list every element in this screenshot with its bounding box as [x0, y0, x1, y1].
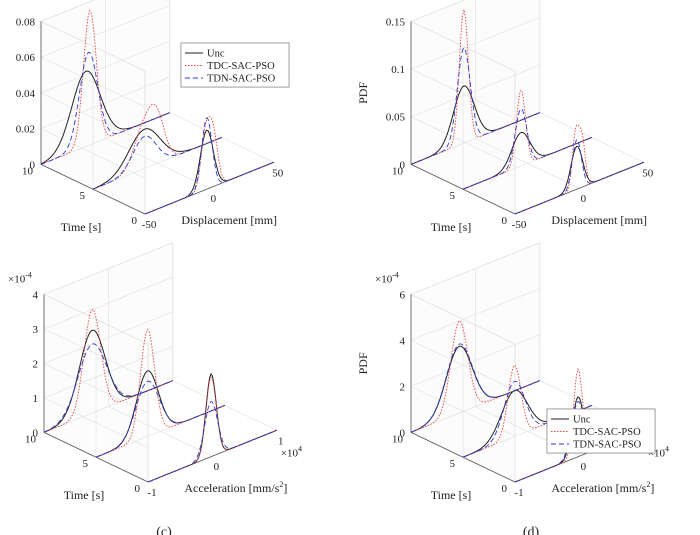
- x-tick-label: 0: [581, 193, 587, 205]
- series-tdc-sac-pso-curve-t0: [514, 124, 644, 215]
- z-tick-label: 0.04: [16, 88, 36, 100]
- z-axis-label: PDF: [356, 352, 370, 374]
- series-unc-curve-t0: [147, 372, 277, 483]
- y-tick-label: 10: [392, 433, 404, 445]
- legend-label: Unc: [207, 49, 225, 60]
- x-axis-label: Acceleration [mm/s2]: [184, 480, 287, 495]
- series-tdc-sac-pso-curve-t5: [92, 103, 222, 190]
- x-gridline: [539, 242, 644, 431]
- x-exponent: ×104: [281, 444, 302, 459]
- legend-label: TDN-SAC-PSO: [573, 440, 642, 451]
- x-tick-label: 1: [278, 435, 284, 447]
- y-tick-label: 0: [502, 483, 508, 495]
- x-axis-label: Displacement [mm]: [551, 213, 647, 227]
- z-tick-label: 0: [33, 427, 39, 439]
- z-exponent-power: -4: [25, 270, 32, 279]
- x-tick-label: 0: [214, 461, 220, 473]
- x-axis-label: Displacement [mm]: [181, 213, 277, 227]
- z-tick-label: 3: [33, 324, 39, 336]
- y-axis-label: Time [s]: [64, 488, 105, 502]
- series-tdc-sac-pso-curve-t5: [462, 364, 592, 458]
- z-exponent-power: -4: [392, 270, 399, 279]
- y-tick-label: 5: [450, 190, 456, 202]
- legend-label: TDC-SAC-PSO: [207, 61, 275, 72]
- series-tdn-sac-pso-curve-t5: [95, 380, 225, 458]
- x-tick-label: -1: [514, 487, 523, 499]
- series-unc-curve-t10: [40, 70, 170, 165]
- z-tick-label: 6: [400, 289, 406, 301]
- series-tdc-sac-pso-curve-t0: [144, 115, 274, 215]
- x-tick-label: 50: [642, 167, 654, 179]
- x-tick-label: -1: [147, 487, 156, 499]
- series-tdn-sac-pso-curve-t10: [410, 343, 540, 433]
- y-tick-label: 0: [135, 483, 141, 495]
- x-tick-label: 50: [272, 167, 284, 179]
- series-tdc-sac-pso-curve-t10: [410, 320, 540, 433]
- x-axis-label-end: ]: [650, 481, 654, 495]
- z-tick-label: 0.1: [391, 64, 405, 76]
- x-axis-label-superscript: 2: [646, 480, 650, 489]
- z-tick-label: 0.15: [386, 16, 406, 28]
- x-axis-label-superscript: 2: [279, 480, 283, 489]
- z-tick-label: 4: [33, 289, 39, 301]
- z-tick-label: 0.02: [16, 124, 35, 136]
- z-axis-label: PDF: [0, 352, 3, 374]
- z-tick-label: 2: [400, 381, 406, 393]
- x-exponent-power: 4: [665, 444, 669, 453]
- z-tick-label: 4: [400, 335, 406, 347]
- z-tick-label: 0: [400, 427, 406, 439]
- y-axis-label: Time [s]: [431, 488, 472, 502]
- y-tick-label: 5: [83, 458, 89, 470]
- z-tick-label: 0.08: [16, 16, 36, 28]
- panel-label: (d): [523, 525, 540, 535]
- y-tick-label: 5: [450, 458, 456, 470]
- x-tick-label: 0: [581, 461, 587, 473]
- x-tick-label: -50: [512, 219, 527, 231]
- series-tdc-sac-pso-curve-t10: [410, 9, 540, 165]
- series-tdc-sac-pso-curve-t0: [147, 376, 277, 483]
- legend-label: Unc: [573, 415, 591, 426]
- y-tick-label: 0: [132, 215, 138, 227]
- series-unc-curve-t10: [410, 85, 540, 165]
- x-tick-label: 0: [211, 193, 217, 205]
- y-tick-label: 10: [392, 165, 404, 177]
- legend-label: TDN-SAC-PSO: [207, 74, 276, 85]
- x-axis-label: Acceleration [mm/s2]: [551, 480, 654, 495]
- panel-label: (c): [156, 525, 172, 535]
- legend-box: [546, 408, 656, 454]
- x-axis-label-end: ]: [283, 481, 287, 495]
- series-tdn-sac-pso-curve-t10: [40, 52, 170, 165]
- legend-label: TDC-SAC-PSO: [573, 427, 641, 438]
- z-tick-label: 0.05: [386, 112, 406, 124]
- x-tick-label: -50: [142, 219, 157, 231]
- y-tick-label: 10: [25, 433, 37, 445]
- y-axis-label: Time [s]: [61, 220, 102, 234]
- series-tdn-sac-pso-curve-t0: [144, 117, 274, 215]
- y-tick-label: 10: [22, 165, 34, 177]
- series-tdn-sac-pso-curve-t10: [43, 343, 173, 433]
- y-tick-label: 0: [502, 215, 508, 227]
- z-tick-label: 0: [400, 159, 406, 171]
- z-tick-label: 0.06: [16, 52, 36, 64]
- z-tick-label: 2: [33, 358, 39, 370]
- series-tdc-sac-pso-curve-t5: [462, 89, 592, 190]
- y-axis-label: Time [s]: [431, 220, 472, 234]
- z-axis-label: PDF: [356, 82, 370, 104]
- z-exponent: ×10-4: [375, 270, 399, 285]
- series-tdn-sac-pso-curve-t0: [514, 139, 644, 215]
- x-gridline: [172, 242, 277, 431]
- z-exponent: ×10-4: [8, 270, 32, 285]
- series-tdc-sac-pso-curve-t0: [514, 368, 644, 483]
- x-exponent-power: 4: [298, 444, 302, 453]
- series-tdn-sac-pso-curve-t0: [147, 400, 277, 483]
- y-tick-label: 5: [80, 190, 86, 202]
- z-tick-label: 1: [33, 393, 39, 405]
- z-tick-label: 0: [30, 159, 36, 171]
- legend-box: [180, 42, 290, 88]
